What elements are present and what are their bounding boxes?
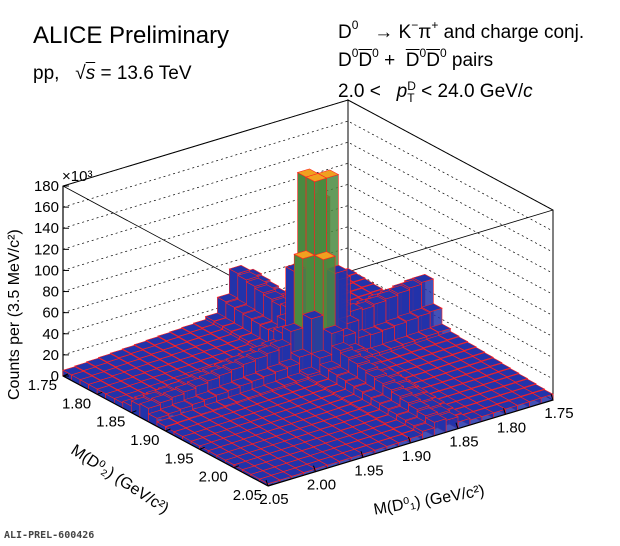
y-tick-label: 1.95 [164,450,193,467]
x-tick-label: 1.75 [544,405,573,422]
y-tick [62,373,69,377]
y-tick-label: 2.05 [233,487,262,504]
z-tick-label: 120 [34,241,59,258]
x-tick-label: 2.00 [307,477,336,494]
figure-id: ALI-PREL-600426 [4,530,95,541]
z-scale-label: ×10³ [62,168,93,185]
y-tick [131,410,137,414]
y-tick-label: 1.75 [28,377,57,394]
z-tick-label: 140 [34,220,59,237]
plot-axes: 0 20 40 60 80 100 120 140 160 180 1.75 1.80 1.85 1.90… [28,178,574,508]
z-tick-label: 180 [34,178,59,195]
x-tick-label: 1.85 [449,434,478,451]
z-axis-title: Counts per (3.5 MeV/c²) [6,229,23,400]
x-tick [265,479,269,487]
z-tick-label: 160 [34,199,59,216]
y-tick-label: 1.80 [62,395,91,412]
y-tick [96,391,103,395]
x-tick [503,408,506,415]
y-tick-label: 2.00 [199,469,228,486]
collision-system-label: pp, √s = 13.6 TeV [33,63,192,84]
y-tick [165,428,171,432]
z-tick-label: 40 [42,326,59,343]
x-tick [408,436,411,444]
lego-bars [62,168,554,487]
x-tick [360,451,364,458]
y-tick [233,465,240,469]
experiment-label: ALICE Preliminary [33,22,230,49]
z-tick-label: 20 [42,347,59,364]
pair-label: D0D0 + D0D0 pairs [338,46,494,71]
z-tick-label: 0 [51,368,59,385]
x-tick [550,393,554,401]
y-tick-label: 1.90 [130,432,159,449]
z-tick-label: 80 [42,284,59,301]
x-tick-label: 1.95 [354,462,383,479]
y-tick-label: 1.85 [96,414,125,431]
x-tick [455,422,459,429]
z-tick-label: 100 [34,262,59,279]
x-tick-label: 2.05 [259,491,288,508]
z-tick-label: 60 [42,305,59,322]
y-tick [199,446,205,450]
x-tick-label: 1.80 [497,419,526,436]
x-tick-label: 1.90 [402,448,431,465]
x-tick [313,465,316,472]
decay-channel-label: D0 → K−π+ and charge conj. [338,18,585,43]
